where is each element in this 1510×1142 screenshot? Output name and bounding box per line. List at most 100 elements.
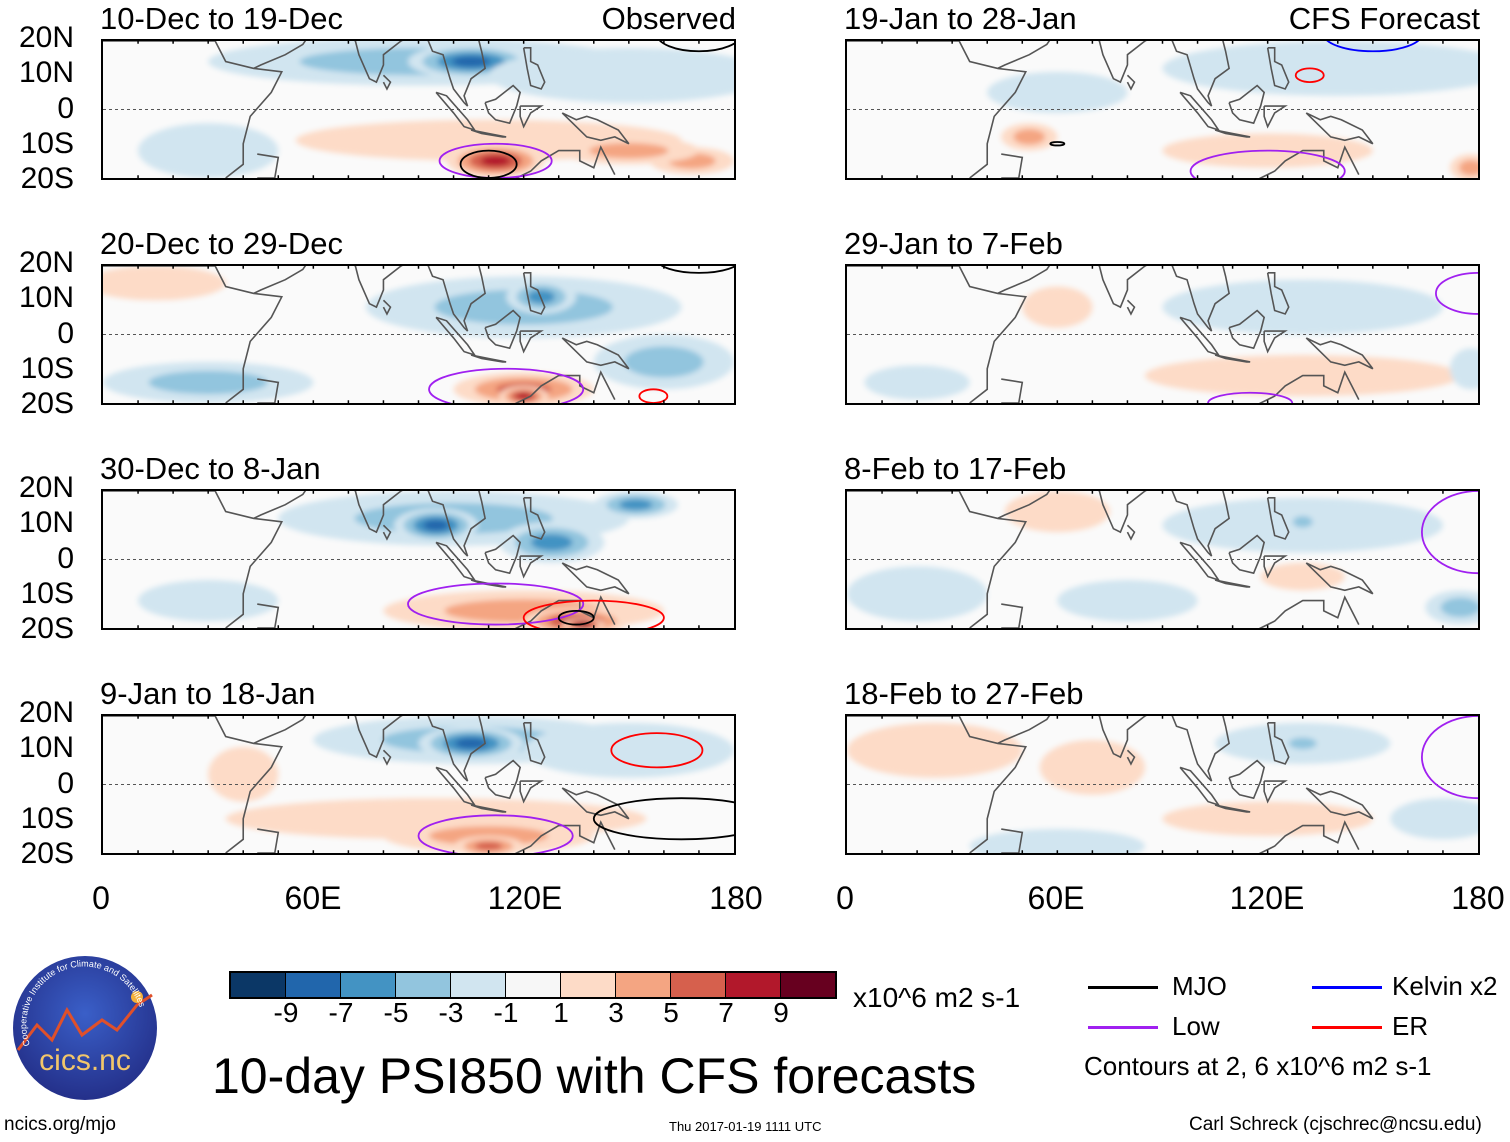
lon-label: 60E [284,880,342,916]
coastline [1170,41,1233,106]
mjo-contour [461,151,517,178]
coastline [524,723,545,764]
coastline [338,41,415,82]
colorbar-swatch [616,973,671,997]
legend-contour-note: Contours at 2, 6 x10^6 m2 s-1 [1084,1051,1432,1081]
coastline [426,491,489,556]
lon-label: 120E [1229,880,1305,916]
anomaly-shading [987,71,1128,113]
footer-url[interactable]: ncics.org/mjo [4,1114,116,1135]
colorbar-tick-label: 1 [553,997,569,1028]
coastline [1170,716,1233,781]
map-panel [101,264,736,405]
coastline [1215,355,1250,362]
colorbar-units: x10^6 m2 s-1 [853,982,1021,1013]
anomaly-shading [589,142,669,159]
lat-label: 20S [20,387,74,420]
legend-er-line [1312,1026,1382,1029]
coastline [1127,750,1134,764]
lon-label: 180 [709,880,763,916]
coastline [1229,311,1264,349]
lat-label: 10S [20,576,74,610]
low-contour [1422,716,1478,798]
coastline [1306,338,1373,369]
panel-title: 10-Dec to 19-Dec [100,1,343,36]
lon-label: 60E [1027,880,1085,916]
anomaly-shading [148,370,268,395]
map-panel [845,39,1480,180]
anomaly-shading [847,566,988,622]
low-contour [419,815,573,853]
coastline [1268,273,1289,314]
coastline [1264,556,1285,577]
colorbar [229,971,837,999]
coastline [998,266,1054,293]
anomaly-shading [138,580,279,622]
anomaly-shading [1004,491,1110,533]
mjo-contour [657,266,734,273]
legend-kelvin-line [1312,986,1382,989]
coastline [1268,48,1289,89]
coastline [1127,525,1134,539]
coastline [1001,379,1022,403]
anomaly-shading [103,266,226,301]
colorbar-tick-label: 5 [663,997,679,1028]
panel-title: 30-Dec to 8-Jan [100,451,321,486]
coastline [383,525,390,539]
map-panel [101,714,736,855]
lon-label: 0 [836,880,854,916]
anomaly-shading [474,842,503,851]
legend-low-line [1088,1026,1158,1029]
coastline [254,716,310,743]
coastline [524,273,545,314]
coastline [1180,92,1219,130]
coastline [471,130,506,137]
coastline [503,372,615,403]
coastline [485,761,520,799]
legend-low-label: Low [1172,1011,1220,1041]
coastline [562,563,629,594]
coastline [254,41,310,68]
anomaly-shading [1449,348,1478,390]
coastline [426,716,489,781]
lat-label: 0 [57,541,74,575]
coastline [485,311,520,349]
anomaly-shading [1260,562,1345,591]
coastline [338,491,415,532]
anomaly-shading [1459,159,1478,176]
coastline [485,536,520,574]
panel-source-label: Observed [601,1,736,36]
coastline [1082,266,1159,307]
coastline [847,716,1026,853]
panel-title: 8-Feb to 17-Feb [844,451,1067,486]
coastline [1247,822,1359,853]
lat-label: 10S [20,801,74,835]
er-contour [611,733,702,767]
coastline [1215,130,1250,137]
coastline [1264,106,1285,127]
lat-label: 10S [20,126,74,160]
lat-label: 10S [20,351,74,385]
coastline [1229,536,1264,574]
coastline [503,147,615,178]
lat-label: 20N [18,696,74,729]
coastline [847,266,1026,403]
coastline [1215,805,1250,812]
coastline [1127,75,1134,89]
coastline [383,75,390,89]
coastline [1082,491,1159,532]
anomaly-shading [488,47,734,103]
coastline [998,491,1054,518]
lat-label: 0 [57,91,74,125]
anomaly-shading [1292,516,1313,528]
anomaly-shading [1162,801,1373,836]
low-contour [429,369,583,403]
footer-timestamp: Thu 2017-01-19 1111 UTC [669,1119,822,1134]
anomaly-shading [1022,286,1093,328]
lat-label: 20N [18,21,74,54]
colorbar-swatch [781,973,835,997]
logo-text: cics.nc [39,1044,131,1077]
colorbar-swatch [451,973,506,997]
lat-label: 0 [57,316,74,350]
coastline [257,379,278,403]
